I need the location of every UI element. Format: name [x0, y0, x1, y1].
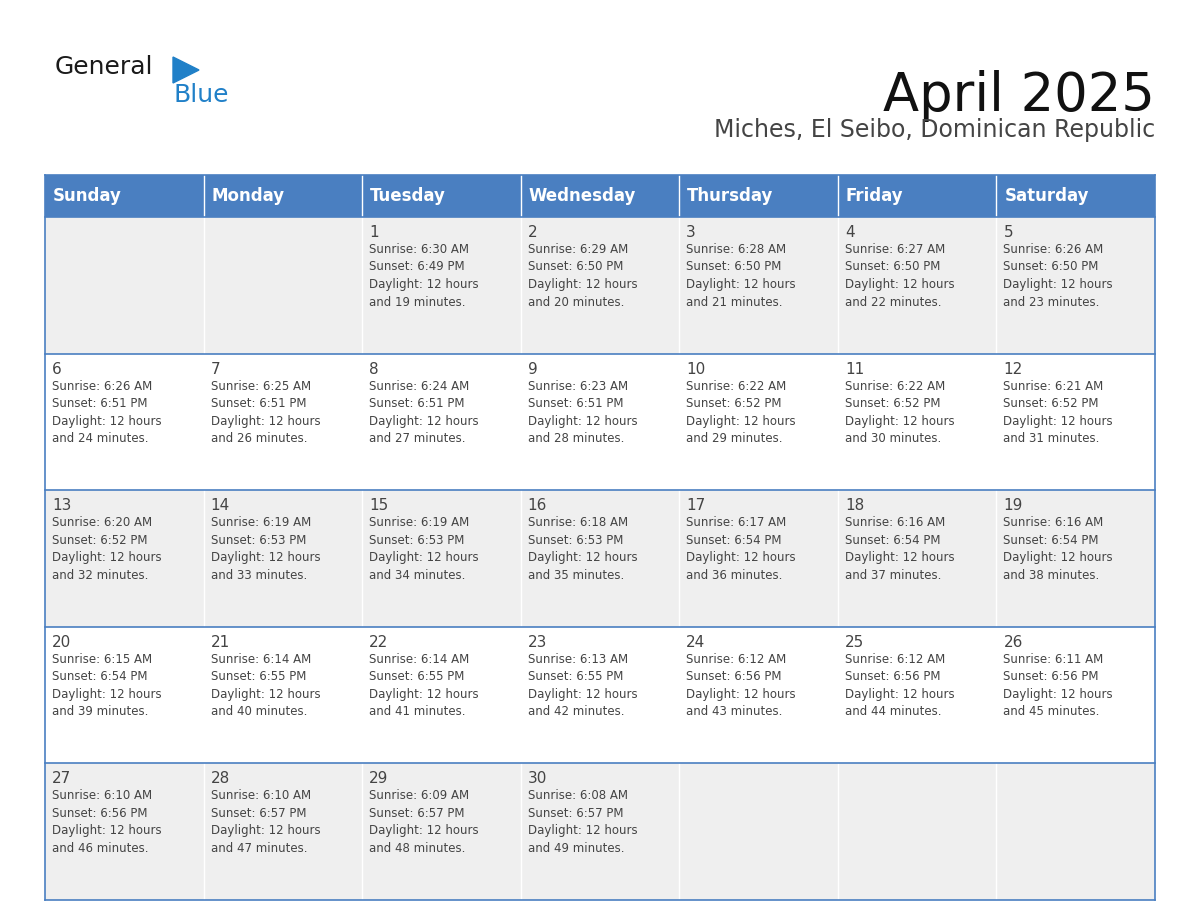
- Text: Sunrise: 6:25 AM
Sunset: 6:51 PM
Daylight: 12 hours
and 26 minutes.: Sunrise: 6:25 AM Sunset: 6:51 PM Dayligh…: [210, 380, 321, 445]
- Text: Sunrise: 6:24 AM
Sunset: 6:51 PM
Daylight: 12 hours
and 27 minutes.: Sunrise: 6:24 AM Sunset: 6:51 PM Dayligh…: [369, 380, 479, 445]
- Text: Thursday: Thursday: [688, 187, 773, 205]
- Text: 22: 22: [369, 635, 388, 650]
- Text: 20: 20: [52, 635, 71, 650]
- Text: 30: 30: [527, 771, 548, 787]
- Text: Saturday: Saturday: [1004, 187, 1089, 205]
- Text: Sunrise: 6:12 AM
Sunset: 6:56 PM
Daylight: 12 hours
and 43 minutes.: Sunrise: 6:12 AM Sunset: 6:56 PM Dayligh…: [687, 653, 796, 718]
- Text: Sunrise: 6:17 AM
Sunset: 6:54 PM
Daylight: 12 hours
and 36 minutes.: Sunrise: 6:17 AM Sunset: 6:54 PM Dayligh…: [687, 516, 796, 582]
- Text: Sunrise: 6:10 AM
Sunset: 6:56 PM
Daylight: 12 hours
and 46 minutes.: Sunrise: 6:10 AM Sunset: 6:56 PM Dayligh…: [52, 789, 162, 855]
- Text: 11: 11: [845, 362, 864, 376]
- Text: Sunrise: 6:08 AM
Sunset: 6:57 PM
Daylight: 12 hours
and 49 minutes.: Sunrise: 6:08 AM Sunset: 6:57 PM Dayligh…: [527, 789, 637, 855]
- Bar: [45, 175, 203, 217]
- Bar: [45, 217, 1155, 353]
- Text: Sunrise: 6:21 AM
Sunset: 6:52 PM
Daylight: 12 hours
and 31 minutes.: Sunrise: 6:21 AM Sunset: 6:52 PM Dayligh…: [1004, 380, 1113, 445]
- Text: Wednesday: Wednesday: [529, 187, 636, 205]
- Bar: [838, 175, 997, 217]
- Text: Blue: Blue: [173, 83, 228, 107]
- Bar: [45, 353, 1155, 490]
- Text: 5: 5: [1004, 225, 1013, 240]
- Text: 8: 8: [369, 362, 379, 376]
- Text: 25: 25: [845, 635, 864, 650]
- Text: 6: 6: [52, 362, 62, 376]
- Text: Sunrise: 6:14 AM
Sunset: 6:55 PM
Daylight: 12 hours
and 40 minutes.: Sunrise: 6:14 AM Sunset: 6:55 PM Dayligh…: [210, 653, 321, 718]
- Text: 14: 14: [210, 498, 229, 513]
- Text: 3: 3: [687, 225, 696, 240]
- Text: Friday: Friday: [846, 187, 904, 205]
- Text: Sunrise: 6:16 AM
Sunset: 6:54 PM
Daylight: 12 hours
and 37 minutes.: Sunrise: 6:16 AM Sunset: 6:54 PM Dayligh…: [845, 516, 954, 582]
- Text: 21: 21: [210, 635, 229, 650]
- Bar: [45, 627, 1155, 764]
- Text: 1: 1: [369, 225, 379, 240]
- Text: Sunrise: 6:19 AM
Sunset: 6:53 PM
Daylight: 12 hours
and 33 minutes.: Sunrise: 6:19 AM Sunset: 6:53 PM Dayligh…: [210, 516, 321, 582]
- Bar: [680, 175, 838, 217]
- Text: Sunrise: 6:30 AM
Sunset: 6:49 PM
Daylight: 12 hours
and 19 minutes.: Sunrise: 6:30 AM Sunset: 6:49 PM Dayligh…: [369, 243, 479, 308]
- Text: 12: 12: [1004, 362, 1023, 376]
- Text: Sunrise: 6:28 AM
Sunset: 6:50 PM
Daylight: 12 hours
and 21 minutes.: Sunrise: 6:28 AM Sunset: 6:50 PM Dayligh…: [687, 243, 796, 308]
- Text: April 2025: April 2025: [883, 70, 1155, 122]
- Text: Sunday: Sunday: [53, 187, 122, 205]
- Bar: [362, 175, 520, 217]
- Text: 9: 9: [527, 362, 537, 376]
- Text: Sunrise: 6:26 AM
Sunset: 6:50 PM
Daylight: 12 hours
and 23 minutes.: Sunrise: 6:26 AM Sunset: 6:50 PM Dayligh…: [1004, 243, 1113, 308]
- Text: Sunrise: 6:22 AM
Sunset: 6:52 PM
Daylight: 12 hours
and 30 minutes.: Sunrise: 6:22 AM Sunset: 6:52 PM Dayligh…: [845, 380, 954, 445]
- Text: 10: 10: [687, 362, 706, 376]
- Text: 28: 28: [210, 771, 229, 787]
- Text: 18: 18: [845, 498, 864, 513]
- Text: Sunrise: 6:26 AM
Sunset: 6:51 PM
Daylight: 12 hours
and 24 minutes.: Sunrise: 6:26 AM Sunset: 6:51 PM Dayligh…: [52, 380, 162, 445]
- Text: Sunrise: 6:10 AM
Sunset: 6:57 PM
Daylight: 12 hours
and 47 minutes.: Sunrise: 6:10 AM Sunset: 6:57 PM Dayligh…: [210, 789, 321, 855]
- Text: Sunrise: 6:14 AM
Sunset: 6:55 PM
Daylight: 12 hours
and 41 minutes.: Sunrise: 6:14 AM Sunset: 6:55 PM Dayligh…: [369, 653, 479, 718]
- Text: 27: 27: [52, 771, 71, 787]
- Text: Sunrise: 6:19 AM
Sunset: 6:53 PM
Daylight: 12 hours
and 34 minutes.: Sunrise: 6:19 AM Sunset: 6:53 PM Dayligh…: [369, 516, 479, 582]
- Bar: [520, 175, 680, 217]
- Text: Tuesday: Tuesday: [371, 187, 446, 205]
- Text: 15: 15: [369, 498, 388, 513]
- Text: Sunrise: 6:16 AM
Sunset: 6:54 PM
Daylight: 12 hours
and 38 minutes.: Sunrise: 6:16 AM Sunset: 6:54 PM Dayligh…: [1004, 516, 1113, 582]
- Text: Sunrise: 6:20 AM
Sunset: 6:52 PM
Daylight: 12 hours
and 32 minutes.: Sunrise: 6:20 AM Sunset: 6:52 PM Dayligh…: [52, 516, 162, 582]
- Bar: [997, 175, 1155, 217]
- Text: Sunrise: 6:29 AM
Sunset: 6:50 PM
Daylight: 12 hours
and 20 minutes.: Sunrise: 6:29 AM Sunset: 6:50 PM Dayligh…: [527, 243, 637, 308]
- Text: Sunrise: 6:12 AM
Sunset: 6:56 PM
Daylight: 12 hours
and 44 minutes.: Sunrise: 6:12 AM Sunset: 6:56 PM Dayligh…: [845, 653, 954, 718]
- Text: 16: 16: [527, 498, 548, 513]
- Text: 13: 13: [52, 498, 71, 513]
- Text: Sunrise: 6:11 AM
Sunset: 6:56 PM
Daylight: 12 hours
and 45 minutes.: Sunrise: 6:11 AM Sunset: 6:56 PM Dayligh…: [1004, 653, 1113, 718]
- Text: 24: 24: [687, 635, 706, 650]
- Text: 23: 23: [527, 635, 548, 650]
- Text: 19: 19: [1004, 498, 1023, 513]
- Text: 2: 2: [527, 225, 537, 240]
- Text: General: General: [55, 55, 153, 79]
- Text: Sunrise: 6:23 AM
Sunset: 6:51 PM
Daylight: 12 hours
and 28 minutes.: Sunrise: 6:23 AM Sunset: 6:51 PM Dayligh…: [527, 380, 637, 445]
- Bar: [45, 490, 1155, 627]
- Text: 4: 4: [845, 225, 854, 240]
- Text: 7: 7: [210, 362, 220, 376]
- Text: Sunrise: 6:13 AM
Sunset: 6:55 PM
Daylight: 12 hours
and 42 minutes.: Sunrise: 6:13 AM Sunset: 6:55 PM Dayligh…: [527, 653, 637, 718]
- Text: 29: 29: [369, 771, 388, 787]
- Text: 17: 17: [687, 498, 706, 513]
- Bar: [203, 175, 362, 217]
- Text: 26: 26: [1004, 635, 1023, 650]
- Text: Sunrise: 6:27 AM
Sunset: 6:50 PM
Daylight: 12 hours
and 22 minutes.: Sunrise: 6:27 AM Sunset: 6:50 PM Dayligh…: [845, 243, 954, 308]
- Text: Monday: Monday: [211, 187, 285, 205]
- Text: Sunrise: 6:09 AM
Sunset: 6:57 PM
Daylight: 12 hours
and 48 minutes.: Sunrise: 6:09 AM Sunset: 6:57 PM Dayligh…: [369, 789, 479, 855]
- Text: Sunrise: 6:15 AM
Sunset: 6:54 PM
Daylight: 12 hours
and 39 minutes.: Sunrise: 6:15 AM Sunset: 6:54 PM Dayligh…: [52, 653, 162, 718]
- Text: Sunrise: 6:22 AM
Sunset: 6:52 PM
Daylight: 12 hours
and 29 minutes.: Sunrise: 6:22 AM Sunset: 6:52 PM Dayligh…: [687, 380, 796, 445]
- Text: Sunrise: 6:18 AM
Sunset: 6:53 PM
Daylight: 12 hours
and 35 minutes.: Sunrise: 6:18 AM Sunset: 6:53 PM Dayligh…: [527, 516, 637, 582]
- Text: Miches, El Seibo, Dominican Republic: Miches, El Seibo, Dominican Republic: [714, 118, 1155, 142]
- Polygon shape: [173, 57, 200, 83]
- Bar: [45, 764, 1155, 900]
